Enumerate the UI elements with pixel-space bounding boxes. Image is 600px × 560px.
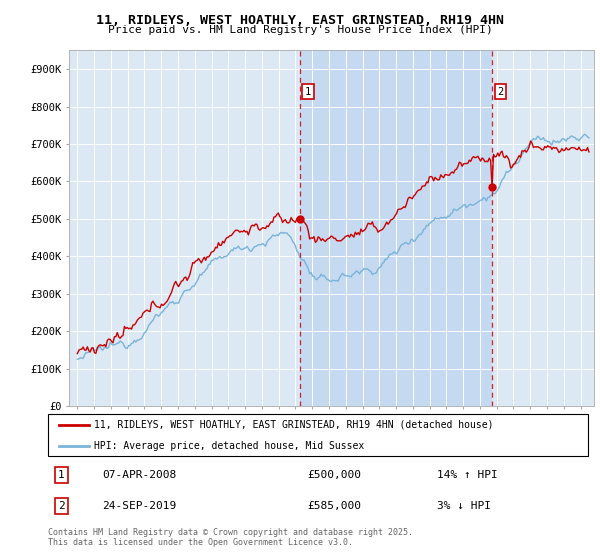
Text: 1: 1 (58, 470, 65, 480)
Text: Price paid vs. HM Land Registry's House Price Index (HPI): Price paid vs. HM Land Registry's House … (107, 25, 493, 35)
Text: 2: 2 (58, 501, 65, 511)
Text: 1: 1 (305, 87, 311, 96)
Text: £585,000: £585,000 (307, 501, 361, 511)
Text: 3% ↓ HPI: 3% ↓ HPI (437, 501, 491, 511)
Text: 2: 2 (497, 87, 503, 96)
Text: £500,000: £500,000 (307, 470, 361, 480)
Text: 07-APR-2008: 07-APR-2008 (102, 470, 176, 480)
Bar (300, 50, 492, 406)
Text: 14% ↑ HPI: 14% ↑ HPI (437, 470, 497, 480)
Text: 11, RIDLEYS, WEST HOATHLY, EAST GRINSTEAD, RH19 4HN: 11, RIDLEYS, WEST HOATHLY, EAST GRINSTEA… (96, 14, 504, 27)
Text: 11, RIDLEYS, WEST HOATHLY, EAST GRINSTEAD, RH19 4HN (detached house): 11, RIDLEYS, WEST HOATHLY, EAST GRINSTEA… (94, 420, 493, 430)
Text: Contains HM Land Registry data © Crown copyright and database right 2025.
This d: Contains HM Land Registry data © Crown c… (48, 528, 413, 547)
FancyBboxPatch shape (48, 414, 588, 456)
Text: 24-SEP-2019: 24-SEP-2019 (102, 501, 176, 511)
Text: HPI: Average price, detached house, Mid Sussex: HPI: Average price, detached house, Mid … (94, 441, 364, 451)
